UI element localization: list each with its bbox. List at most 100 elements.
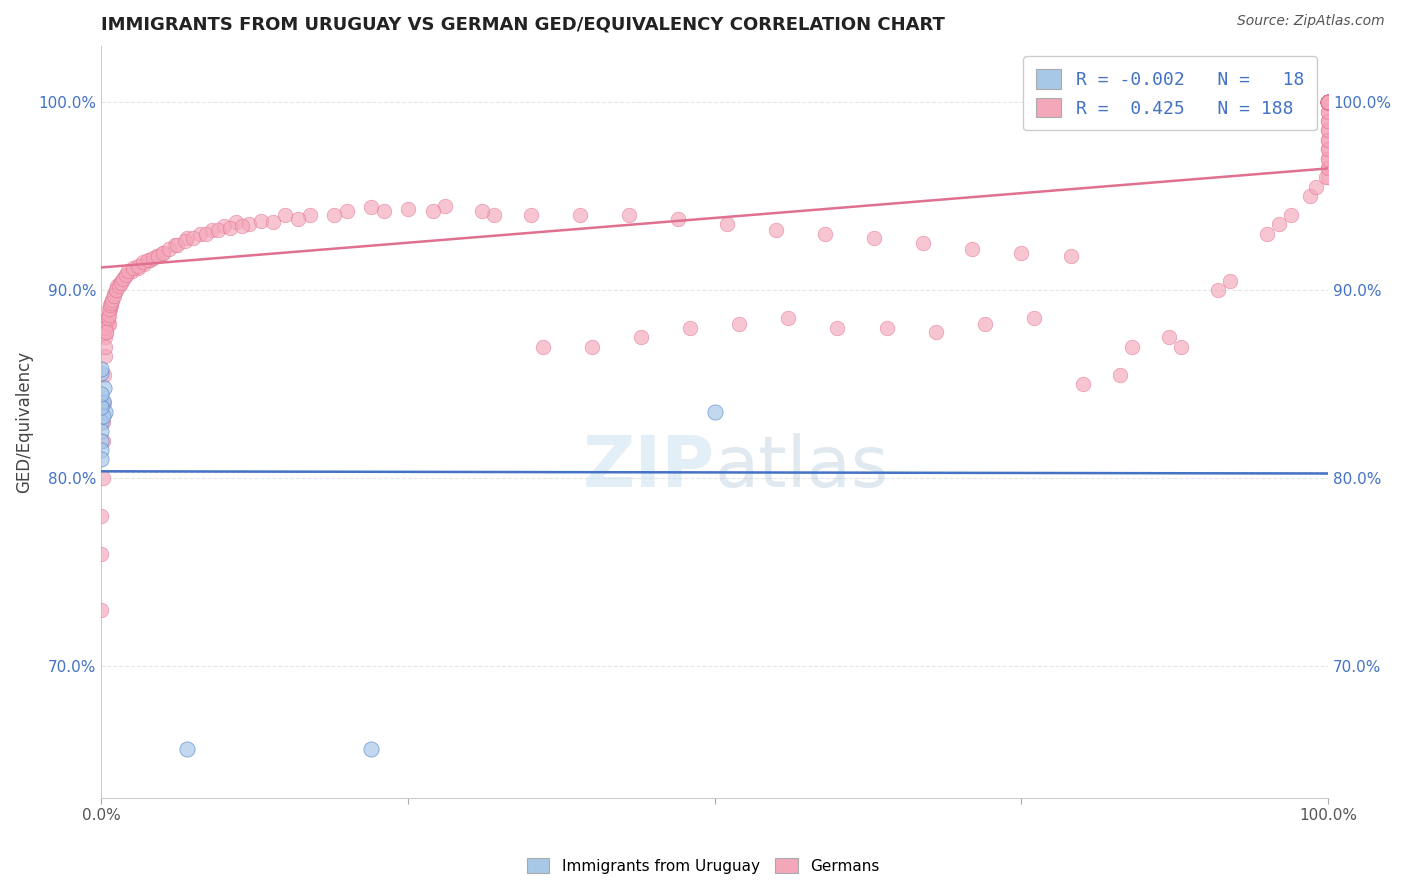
- Legend: Immigrants from Uruguay, Germans: Immigrants from Uruguay, Germans: [520, 852, 886, 880]
- Text: atlas: atlas: [714, 433, 889, 501]
- Point: [1317, 95, 1340, 109]
- Point: [581, 340, 603, 354]
- Point: [107, 279, 129, 293]
- Point: [1317, 95, 1340, 109]
- Point: [1317, 104, 1340, 119]
- Point: [105, 283, 128, 297]
- Point: [112, 272, 135, 286]
- Point: [1317, 95, 1340, 109]
- Point: [433, 198, 456, 212]
- Text: ZIP: ZIP: [582, 433, 714, 501]
- Point: [101, 293, 124, 307]
- Point: [568, 208, 591, 222]
- Point: [912, 236, 935, 251]
- Point: [1219, 274, 1241, 288]
- Point: [1170, 340, 1192, 354]
- Point: [1317, 142, 1340, 156]
- Point: [146, 249, 169, 263]
- Point: [98, 298, 121, 312]
- Point: [121, 264, 143, 278]
- Point: [1317, 95, 1340, 109]
- Point: [1317, 95, 1340, 109]
- Point: [863, 230, 886, 244]
- Point: [1317, 95, 1340, 109]
- Point: [91, 434, 114, 448]
- Point: [157, 242, 180, 256]
- Point: [91, 394, 114, 409]
- Point: [1317, 95, 1340, 109]
- Point: [219, 221, 242, 235]
- Point: [1317, 95, 1340, 109]
- Point: [679, 321, 702, 335]
- Point: [1317, 142, 1340, 156]
- Point: [90, 366, 112, 380]
- Point: [90, 424, 112, 438]
- Point: [617, 208, 640, 222]
- Point: [1317, 95, 1340, 109]
- Point: [91, 409, 114, 424]
- Point: [1317, 95, 1340, 109]
- Point: [520, 208, 543, 222]
- Point: [1317, 95, 1340, 109]
- Point: [100, 298, 122, 312]
- Point: [531, 340, 554, 354]
- Point: [1317, 133, 1340, 147]
- Point: [471, 204, 494, 219]
- Point: [176, 230, 198, 244]
- Point: [1317, 95, 1340, 109]
- Point: [96, 311, 118, 326]
- Point: [94, 349, 117, 363]
- Point: [1317, 95, 1340, 109]
- Point: [1315, 170, 1337, 185]
- Point: [115, 268, 138, 282]
- Point: [1317, 95, 1340, 109]
- Point: [1317, 95, 1340, 109]
- Point: [1317, 123, 1340, 137]
- Point: [1059, 249, 1081, 263]
- Point: [1317, 95, 1340, 109]
- Point: [360, 201, 382, 215]
- Point: [115, 268, 138, 282]
- Point: [1071, 377, 1094, 392]
- Point: [373, 204, 395, 219]
- Point: [1317, 95, 1340, 109]
- Point: [93, 396, 115, 410]
- Point: [1279, 208, 1302, 222]
- Point: [1317, 95, 1340, 109]
- Point: [1317, 95, 1340, 109]
- Point: [96, 325, 118, 339]
- Point: [90, 434, 112, 448]
- Point: [136, 253, 159, 268]
- Point: [1305, 179, 1327, 194]
- Point: [262, 215, 284, 229]
- Point: [1317, 170, 1340, 185]
- Point: [1317, 95, 1340, 109]
- Point: [1022, 311, 1045, 326]
- Point: [778, 311, 800, 326]
- Point: [1317, 95, 1340, 109]
- Point: [90, 452, 112, 467]
- Point: [1317, 95, 1340, 109]
- Point: [630, 330, 652, 344]
- Point: [1317, 95, 1340, 109]
- Point: [1317, 133, 1340, 147]
- Point: [1317, 95, 1340, 109]
- Point: [93, 368, 115, 382]
- Point: [108, 276, 131, 290]
- Point: [97, 308, 120, 322]
- Point: [90, 400, 112, 414]
- Point: [212, 219, 235, 234]
- Point: [1317, 95, 1340, 109]
- Point: [1317, 95, 1340, 109]
- Point: [183, 230, 205, 244]
- Point: [100, 296, 122, 310]
- Point: [145, 249, 167, 263]
- Point: [1108, 368, 1130, 382]
- Point: [1317, 95, 1340, 109]
- Point: [1317, 152, 1340, 166]
- Point: [231, 219, 253, 234]
- Point: [716, 218, 738, 232]
- Point: [201, 223, 224, 237]
- Point: [1317, 161, 1340, 175]
- Point: [323, 208, 346, 222]
